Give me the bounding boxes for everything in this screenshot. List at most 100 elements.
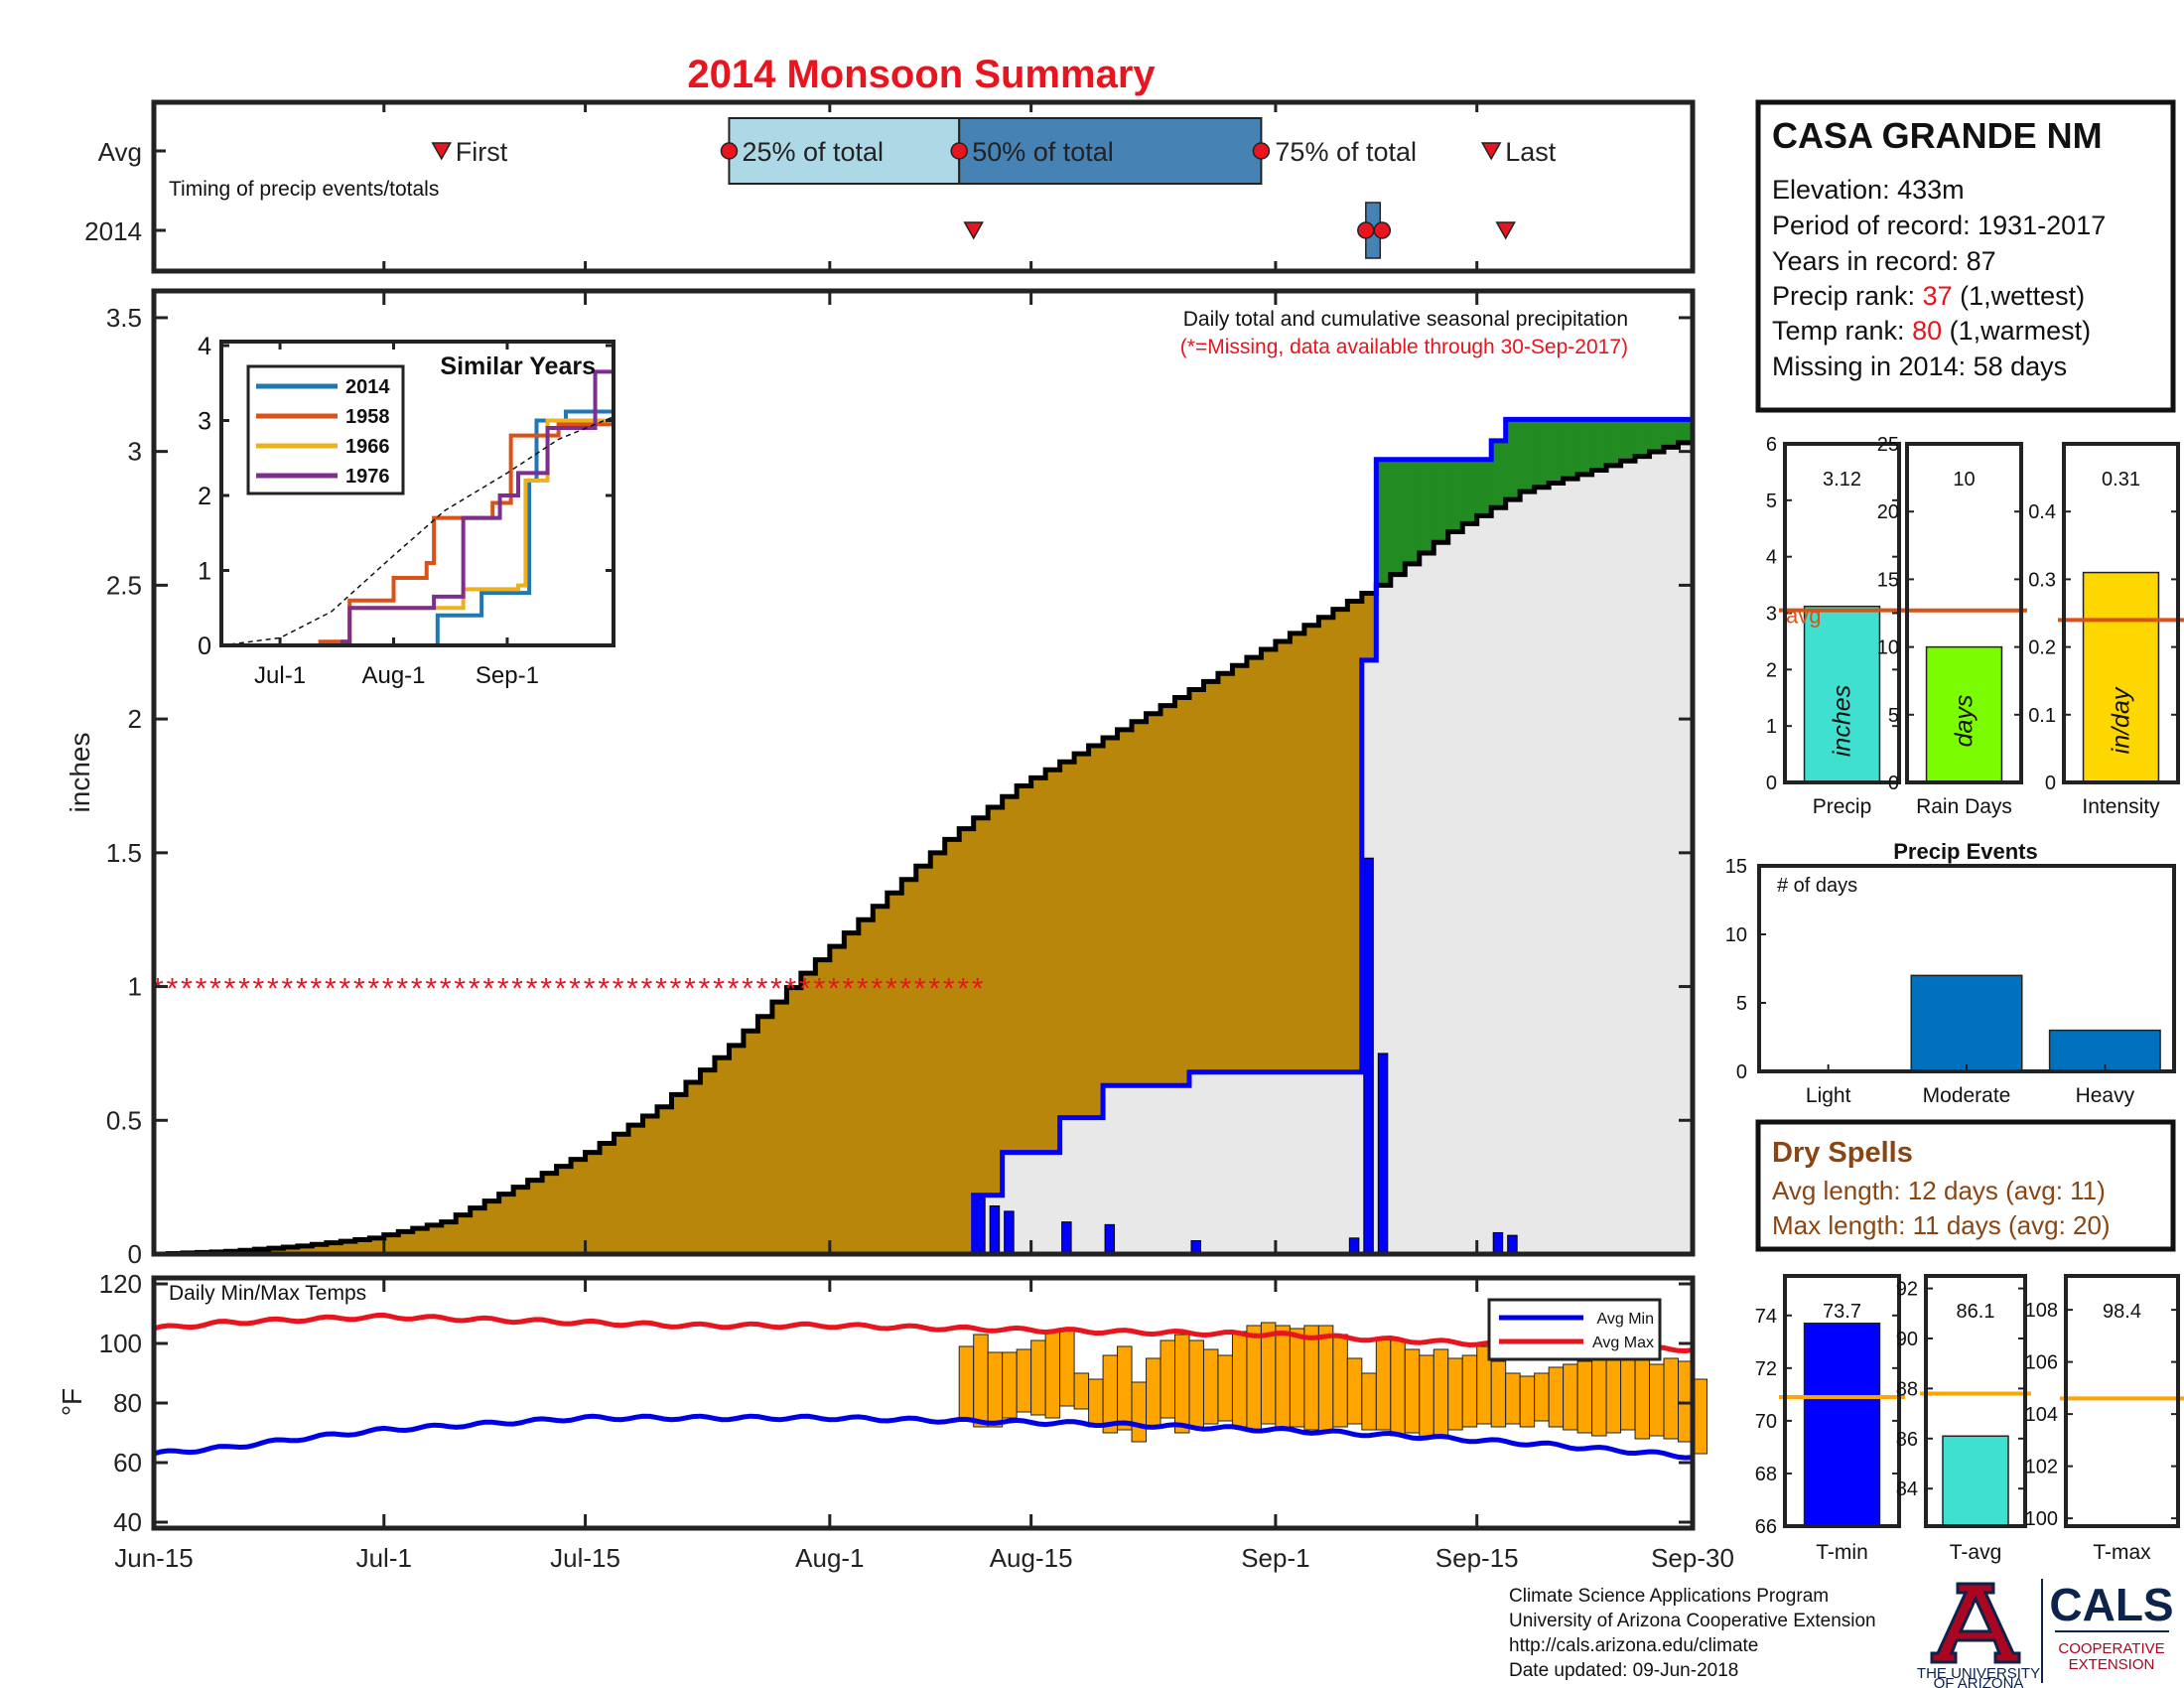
missing-day-marker: *: [928, 973, 940, 1006]
intensity-bar-y-tick-label: 0: [2045, 773, 2056, 794]
tmin-bar-y-tick-label: 72: [1755, 1358, 1777, 1380]
daily-temp-range-bar: [1576, 1360, 1593, 1434]
daily-precip-bar: [1377, 1053, 1389, 1255]
tmax-bar-y-tick-label: 102: [2025, 1457, 2058, 1478]
daily-temp-range-bar: [1246, 1325, 1262, 1431]
avg-last-marker: [1480, 142, 1502, 161]
station-temp-rank: Temp rank: 80 (1,warmest): [1772, 316, 2091, 346]
date-axis-tick-label: Sep-30: [1651, 1543, 1734, 1573]
temp-rank-suffix: (1,warmest): [1942, 316, 2091, 346]
dry-spells-avg-length: Avg length: 12 days (avg: 11): [1772, 1176, 2106, 1205]
precip-bar-value-bar: [1803, 605, 1881, 783]
main-y-tick-label: 0.5: [106, 1105, 142, 1135]
main-precip-chart: * * * * * * * * * * * * * * * * * * * * * * * * * * * * * * * * * * * * * * * *…: [65, 288, 1696, 1269]
station-period: Period of record: 1931-2017: [1772, 211, 2106, 240]
daily-temp-range-bar: [1591, 1351, 1607, 1437]
tmin-bar-y-tick-label: 74: [1755, 1306, 1777, 1328]
daily-temp-range-bar: [1346, 1357, 1363, 1425]
precip-events-bar: [1910, 974, 2023, 1072]
raindays-bar-y-tick-label: 20: [1877, 501, 1899, 523]
tavg-bar-y-tick-label: 92: [1896, 1279, 1918, 1301]
daily-temp-range-bar: [1361, 1372, 1377, 1431]
tmax-bar-category-label: T-max: [2093, 1541, 2151, 1564]
temp-y-tick-label: 120: [99, 1269, 142, 1299]
daily-precip-bar: [1104, 1223, 1116, 1255]
missing-day-marker: *: [814, 973, 826, 1006]
inset-y-tick-label: 0: [198, 633, 211, 660]
date-axis-tick-label: Jul-1: [356, 1543, 412, 1573]
missing-day-marker: *: [238, 973, 250, 1006]
daily-temp-range-bar: [1534, 1372, 1550, 1422]
cals-logo: CALS COOPERATIVE EXTENSION: [2049, 1579, 2173, 1673]
station-box-frame: [1755, 99, 2176, 413]
missing-day-marker: *: [296, 973, 308, 1006]
precip-bar-category-label: Precip: [1813, 795, 1872, 818]
precip-rank-suffix: (1,wettest): [1953, 281, 2086, 311]
daily-temp-range-bar: [1332, 1334, 1348, 1428]
missing-day-marker: *: [742, 973, 753, 1006]
precip-events-y-tick-label: 0: [1736, 1061, 1747, 1083]
precip-bar-y-tick-label: 0: [1766, 773, 1777, 794]
tmin-bar-value-label: 73.7: [1823, 1301, 1861, 1323]
missing-day-marker: *: [396, 973, 408, 1006]
inset-y-tick-label: 1: [198, 558, 211, 586]
temp-y-tick-label: 80: [113, 1388, 142, 1418]
raindays-bar-category-label: Rain Days: [1916, 795, 2012, 818]
raindays-bar-frame: [1905, 442, 2023, 784]
tmin-bar-y-tick-label: 70: [1755, 1411, 1777, 1433]
main-y-tick-label: 2.5: [106, 570, 142, 600]
missing-day-marker: *: [196, 973, 207, 1006]
missing-day-marker: *: [842, 973, 854, 1006]
precip-events-category-label: Light: [1806, 1084, 1851, 1107]
precip-rank-value: 37: [1923, 281, 1953, 311]
timing-subtitle: Timing of precip events/totals: [169, 178, 439, 201]
inset-y-tick-label: 3: [198, 408, 211, 436]
daily-temp-range-bar: [1563, 1363, 1578, 1431]
station-precip-rank: Precip rank: 37 (1,wettest): [1772, 281, 2085, 311]
precip-events-title: Precip Events: [1893, 839, 2038, 864]
timing-panel: Avg 2014 Timing of precip events/totals …: [84, 99, 1696, 274]
intensity-bar-y-tick-label: 0.2: [2028, 637, 2056, 659]
daily-temp-range-bar: [1231, 1331, 1248, 1428]
tmax-bar-value-label: 98.4: [2103, 1301, 2141, 1323]
date-axis-tick-label: Aug-1: [795, 1543, 864, 1573]
missing-day-marker: *: [886, 973, 897, 1006]
main-chart-frame: [151, 288, 1696, 1257]
raindays-bar-value-label: 10: [1953, 469, 1975, 491]
inset-legend-label: 1958: [345, 406, 390, 428]
dry-spells-max-length: Max length: 11 days (avg: 20): [1772, 1210, 2111, 1240]
main-chart-title: Daily total and cumulative seasonal prec…: [1183, 308, 1628, 331]
missing-day-marker: *: [899, 973, 911, 1006]
main-chart-note: (*=Missing, data available through 30-Se…: [1180, 336, 1628, 358]
precip-bar-value-label: 3.12: [1823, 469, 1861, 491]
missing-day-marker: *: [311, 973, 323, 1006]
tmax-bar-y-tick-label: 100: [2025, 1508, 2058, 1530]
daily-temp-range-bar: [1605, 1348, 1622, 1434]
inset-x-tick-label: Jul-1: [254, 662, 306, 689]
missing-day-marker: *: [425, 973, 437, 1006]
timing-row-2014: 2014: [84, 216, 142, 246]
main-y-tick-label: 3: [128, 437, 142, 467]
precip-events-y-tick-label: 10: [1725, 924, 1747, 946]
footer-line-4: Date updated: 09-Jun-2018: [1509, 1660, 1738, 1681]
daily-temp-range-bar: [1375, 1336, 1392, 1431]
precip-events-frame: [1757, 864, 2176, 1073]
daily-temp-range-bar: [1073, 1372, 1090, 1410]
main-chart-marks: * * * * * * * * * * * * * * * * * * * * * * * * * * * * * * * * * * * * * * * *…: [106, 303, 1696, 1269]
precip-events-y-tick-label: 15: [1725, 856, 1747, 878]
tmax-bar-frame: [2064, 1274, 2180, 1528]
avg-q2-box: [958, 117, 1263, 185]
missing-day-marker: *: [857, 973, 869, 1006]
daily-temp-range-bar: [1174, 1334, 1190, 1434]
daily-temp-range-bar: [1620, 1354, 1636, 1431]
missing-day-marker: *: [167, 973, 179, 1006]
raindays-bar-y-tick-label: 5: [1888, 705, 1899, 727]
daily-temp-range-bar: [1044, 1331, 1061, 1419]
precip-events-category-label: Heavy: [2076, 1084, 2135, 1107]
main-y-tick-label: 2: [128, 704, 142, 734]
daily-temp-range-bar: [1016, 1348, 1032, 1413]
cals-text-line-1: COOPERATIVE: [2058, 1640, 2164, 1657]
tmin-bar-category-label: T-min: [1816, 1541, 1868, 1564]
missing-day-marker: *: [526, 973, 538, 1006]
precip-bar-y-tick-label: 1: [1766, 716, 1777, 738]
